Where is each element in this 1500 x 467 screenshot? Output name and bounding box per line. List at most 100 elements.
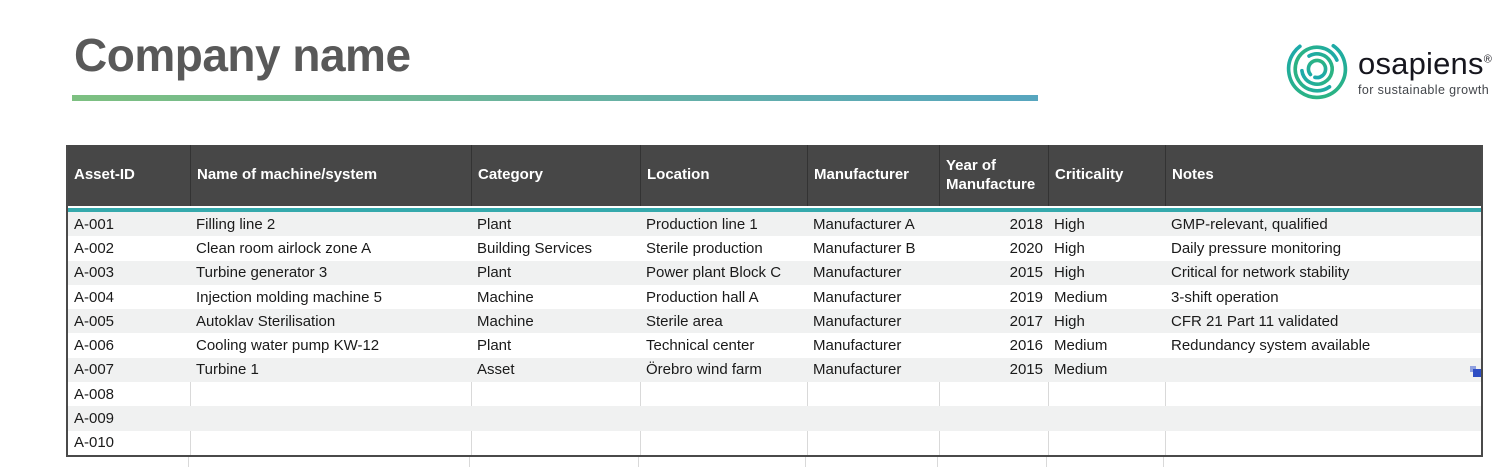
column-header-name[interactable]: Name of machine/system bbox=[190, 145, 471, 206]
header-gap-line bbox=[68, 206, 1481, 208]
fill-handle-marker[interactable] bbox=[1470, 366, 1481, 377]
cell-category[interactable]: Plant bbox=[477, 337, 512, 355]
cell-name[interactable]: Turbine generator 3 bbox=[196, 264, 328, 282]
cell-criticality[interactable] bbox=[1048, 430, 1165, 455]
cell-location[interactable]: Production line 1 bbox=[646, 215, 758, 233]
cell-manufacturer[interactable]: Manufacturer bbox=[813, 312, 902, 330]
cell-notes[interactable] bbox=[1165, 358, 1481, 382]
column-header-location[interactable]: Location bbox=[640, 145, 807, 206]
cell-category[interactable] bbox=[471, 406, 640, 430]
cell-manufacturer[interactable]: Manufacturer bbox=[813, 288, 902, 306]
cell-notes[interactable]: Critical for network stability bbox=[1171, 264, 1350, 282]
cell-criticality[interactable]: Medium bbox=[1054, 337, 1108, 355]
cell-asset_id[interactable]: A-002 bbox=[74, 239, 115, 257]
cell-manufacturer[interactable]: Manufacturer bbox=[813, 337, 902, 355]
cell-criticality[interactable]: Medium bbox=[1054, 361, 1108, 379]
cell-name[interactable] bbox=[190, 382, 471, 407]
cell-asset_id[interactable]: A-003 bbox=[74, 264, 115, 282]
cell-criticality[interactable]: High bbox=[1054, 215, 1085, 233]
column-header-asset_id[interactable]: Asset-ID bbox=[74, 166, 135, 184]
cell-notes[interactable]: 3-shift operation bbox=[1171, 288, 1279, 306]
table-row: A-003 Turbine generator 3 Plant Power plant… bbox=[68, 260, 1481, 285]
cell-location[interactable]: Power plant Block C bbox=[646, 264, 782, 282]
cell-category[interactable]: Building Services bbox=[477, 239, 593, 257]
cell-notes[interactable] bbox=[1165, 430, 1481, 455]
cell-year[interactable]: 2015 bbox=[1009, 264, 1043, 282]
cell-notes[interactable]: Daily pressure monitoring bbox=[1171, 239, 1342, 257]
cell-asset_id[interactable]: A-010 bbox=[74, 434, 115, 452]
cell-category[interactable]: Machine bbox=[477, 288, 534, 306]
cell-location[interactable]: Production hall A bbox=[646, 288, 759, 306]
column-header-manufacturer[interactable]: Manufacturer bbox=[807, 145, 939, 206]
table-row: A-009 bbox=[68, 406, 1481, 431]
cell-manufacturer[interactable]: Manufacturer bbox=[813, 264, 902, 282]
cell-name[interactable]: Turbine 1 bbox=[196, 361, 259, 379]
cell-notes[interactable] bbox=[1165, 406, 1481, 430]
cell-notes[interactable]: Redundancy system available bbox=[1171, 337, 1371, 355]
table-row: A-010 bbox=[68, 430, 1481, 455]
osapiens-brand-name: osapiens® bbox=[1358, 46, 1493, 81]
cell-location[interactable]: Sterile production bbox=[646, 239, 763, 257]
cell-name[interactable]: Cooling water pump KW-12 bbox=[196, 337, 380, 355]
cell-manufacturer[interactable] bbox=[807, 406, 939, 430]
cell-asset_id[interactable]: A-006 bbox=[74, 337, 115, 355]
cell-criticality[interactable] bbox=[1048, 382, 1165, 407]
cell-name[interactable]: Filling line 2 bbox=[196, 215, 276, 233]
cell-location[interactable] bbox=[640, 430, 807, 455]
column-header-notes[interactable]: Notes bbox=[1165, 145, 1481, 206]
cell-category[interactable]: Plant bbox=[477, 215, 512, 233]
cell-notes[interactable]: GMP-relevant, qualified bbox=[1171, 215, 1328, 233]
column-header-category[interactable]: Category bbox=[471, 145, 640, 206]
cell-year[interactable] bbox=[939, 382, 1048, 407]
cell-location[interactable]: Sterile area bbox=[646, 312, 723, 330]
asset-register-table: Asset-ID Name of machine/system Category Lo… bbox=[66, 145, 1483, 457]
cell-manufacturer[interactable] bbox=[807, 382, 939, 407]
column-header-year[interactable]: Year of Manufacture bbox=[939, 145, 1048, 206]
cell-asset_id[interactable]: A-004 bbox=[74, 288, 115, 306]
cell-criticality[interactable]: High bbox=[1054, 312, 1085, 330]
cell-criticality[interactable]: Medium bbox=[1054, 288, 1108, 306]
cell-asset_id[interactable]: A-005 bbox=[74, 312, 115, 330]
cell-year[interactable]: 2016 bbox=[1009, 337, 1043, 355]
cell-location[interactable] bbox=[640, 406, 807, 430]
cell-notes[interactable] bbox=[1165, 382, 1481, 407]
cell-location[interactable]: Technical center bbox=[646, 337, 755, 355]
cell-name[interactable] bbox=[190, 406, 471, 430]
cell-name[interactable]: Clean room airlock zone A bbox=[196, 239, 372, 257]
cell-location[interactable]: Örebro wind farm bbox=[646, 361, 762, 379]
cell-manufacturer[interactable] bbox=[807, 430, 939, 455]
cell-criticality[interactable] bbox=[1048, 406, 1165, 430]
cell-asset_id[interactable]: A-001 bbox=[74, 215, 115, 233]
fill-handle-square bbox=[1473, 369, 1481, 377]
cell-category[interactable]: Plant bbox=[477, 264, 512, 282]
cell-asset_id[interactable]: A-008 bbox=[74, 385, 115, 403]
cell-manufacturer[interactable]: Manufacturer bbox=[813, 361, 902, 379]
cell-criticality[interactable]: High bbox=[1054, 264, 1085, 282]
cell-year[interactable]: 2018 bbox=[1009, 215, 1043, 233]
cell-year[interactable]: 2020 bbox=[1009, 239, 1043, 257]
cell-asset_id[interactable]: A-009 bbox=[74, 410, 115, 428]
column-header-criticality[interactable]: Criticality bbox=[1048, 145, 1165, 206]
cell-category[interactable] bbox=[471, 382, 640, 407]
cell-year[interactable]: 2017 bbox=[1009, 312, 1043, 330]
cell-name[interactable]: Injection molding machine 5 bbox=[196, 288, 382, 306]
cell-manufacturer[interactable]: Manufacturer A bbox=[813, 215, 915, 233]
osapiens-logo: osapiens® for sustainable growth bbox=[1284, 36, 1492, 102]
cell-criticality[interactable]: High bbox=[1054, 239, 1085, 257]
cell-category[interactable]: Machine bbox=[477, 312, 534, 330]
cell-year[interactable] bbox=[939, 430, 1048, 455]
cell-notes[interactable]: CFR 21 Part 11 validated bbox=[1171, 312, 1339, 330]
cell-category[interactable] bbox=[471, 430, 640, 455]
cell-year[interactable]: 2019 bbox=[1009, 288, 1043, 306]
cell-location[interactable] bbox=[640, 382, 807, 407]
gridline-segment bbox=[1046, 457, 1163, 467]
page-title: Company name bbox=[74, 29, 411, 81]
cell-name[interactable]: Autoklav Sterilisation bbox=[196, 312, 336, 330]
cell-name[interactable] bbox=[190, 430, 471, 455]
cell-asset_id[interactable]: A-007 bbox=[74, 361, 115, 379]
cell-year[interactable] bbox=[939, 406, 1048, 430]
cell-category[interactable]: Asset bbox=[477, 361, 515, 379]
cell-year[interactable]: 2015 bbox=[1009, 361, 1043, 379]
cell-manufacturer[interactable]: Manufacturer B bbox=[813, 239, 916, 257]
